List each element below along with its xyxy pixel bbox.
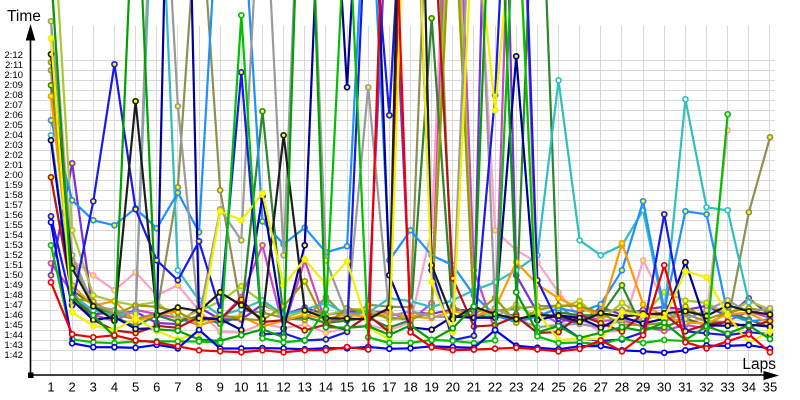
svg-text:2:01: 2:01: [4, 160, 23, 171]
svg-text:2:00: 2:00: [4, 170, 23, 181]
svg-text:13: 13: [298, 380, 312, 395]
svg-text:4: 4: [111, 380, 118, 395]
svg-text:1:58: 1:58: [4, 190, 23, 201]
svg-text:12: 12: [276, 380, 290, 395]
svg-text:2:09: 2:09: [4, 80, 23, 91]
svg-text:2: 2: [69, 380, 76, 395]
svg-text:1:45: 1:45: [4, 320, 23, 331]
svg-text:32: 32: [699, 380, 713, 395]
svg-text:Time: Time: [7, 8, 41, 25]
svg-text:34: 34: [742, 380, 756, 395]
svg-text:5: 5: [132, 380, 139, 395]
svg-text:2:07: 2:07: [4, 100, 23, 111]
svg-text:28: 28: [615, 380, 629, 395]
svg-text:1:59: 1:59: [4, 180, 23, 191]
svg-text:31: 31: [678, 380, 692, 395]
svg-text:1:46: 1:46: [4, 310, 23, 321]
svg-text:2:05: 2:05: [4, 120, 23, 131]
svg-text:2:06: 2:06: [4, 110, 23, 121]
svg-text:1:43: 1:43: [4, 340, 23, 351]
svg-text:24: 24: [530, 380, 544, 395]
svg-text:17: 17: [382, 380, 396, 395]
svg-text:1:52: 1:52: [4, 250, 23, 261]
svg-text:27: 27: [594, 380, 608, 395]
svg-text:1:54: 1:54: [4, 230, 23, 241]
svg-text:1:49: 1:49: [4, 280, 23, 291]
svg-text:15: 15: [340, 380, 354, 395]
svg-text:1:51: 1:51: [4, 260, 23, 271]
svg-text:8: 8: [195, 380, 202, 395]
svg-text:14: 14: [319, 380, 333, 395]
svg-text:20: 20: [446, 380, 460, 395]
svg-text:1:57: 1:57: [4, 200, 23, 211]
svg-text:23: 23: [509, 380, 523, 395]
svg-text:6: 6: [153, 380, 160, 395]
svg-text:1:42: 1:42: [4, 350, 23, 361]
svg-text:35: 35: [763, 380, 777, 395]
svg-text:1:47: 1:47: [4, 300, 23, 311]
svg-text:2:08: 2:08: [4, 90, 23, 101]
svg-text:3: 3: [90, 380, 97, 395]
svg-text:22: 22: [488, 380, 502, 395]
svg-text:19: 19: [424, 380, 438, 395]
svg-text:2:04: 2:04: [4, 130, 23, 141]
svg-text:2:03: 2:03: [4, 140, 23, 151]
svg-text:18: 18: [403, 380, 417, 395]
svg-text:1:44: 1:44: [4, 330, 23, 341]
svg-text:21: 21: [467, 380, 481, 395]
svg-text:26: 26: [572, 380, 586, 395]
svg-text:2:02: 2:02: [4, 150, 23, 161]
svg-text:2:12: 2:12: [4, 50, 23, 61]
svg-text:11: 11: [256, 380, 270, 395]
svg-text:16: 16: [361, 380, 375, 395]
svg-text:33: 33: [720, 380, 734, 395]
svg-text:Laps: Laps: [742, 356, 776, 373]
svg-text:1:53: 1:53: [4, 240, 23, 251]
svg-text:30: 30: [657, 380, 671, 395]
svg-text:2:11: 2:11: [5, 60, 23, 71]
svg-text:25: 25: [551, 380, 565, 395]
svg-text:1:56: 1:56: [4, 210, 23, 221]
svg-text:7: 7: [174, 380, 181, 395]
svg-text:1: 1: [47, 380, 54, 395]
svg-text:1:50: 1:50: [4, 270, 23, 281]
svg-text:29: 29: [636, 380, 650, 395]
svg-text:1:55: 1:55: [4, 220, 23, 231]
svg-text:10: 10: [234, 380, 248, 395]
svg-text:2:10: 2:10: [4, 70, 23, 81]
svg-text:9: 9: [217, 380, 224, 395]
svg-text:1:48: 1:48: [4, 290, 23, 301]
